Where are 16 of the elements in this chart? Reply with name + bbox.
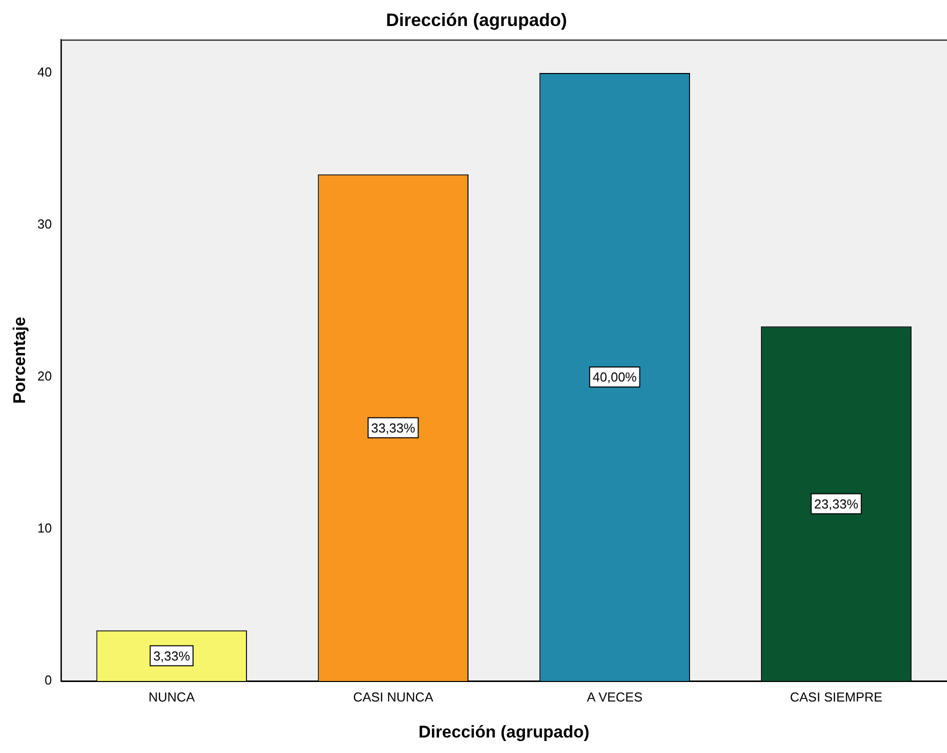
x-tick-label: NUNCA xyxy=(148,689,196,704)
y-tick-label: 30 xyxy=(37,216,52,232)
y-tick-label: 10 xyxy=(37,520,52,536)
y-axis-title: Porcentaje xyxy=(10,316,29,404)
data-label: 3,33% xyxy=(153,648,190,664)
chart-title: Dirección (agrupado) xyxy=(386,10,568,30)
data-label: 33,33% xyxy=(371,420,416,436)
y-tick-label: 40 xyxy=(37,64,52,80)
x-tick-label: CASI SIEMPRE xyxy=(790,689,883,704)
x-axis-title: Dirección (agrupado) xyxy=(418,722,590,742)
x-tick-label: CASI NUNCA xyxy=(353,689,434,704)
y-tick-label: 0 xyxy=(44,672,52,688)
data-label: 23,33% xyxy=(814,496,859,512)
data-label: 40,00% xyxy=(592,370,638,385)
x-tick-label: A VECES xyxy=(586,689,643,704)
y-tick-label: 20 xyxy=(37,368,52,384)
